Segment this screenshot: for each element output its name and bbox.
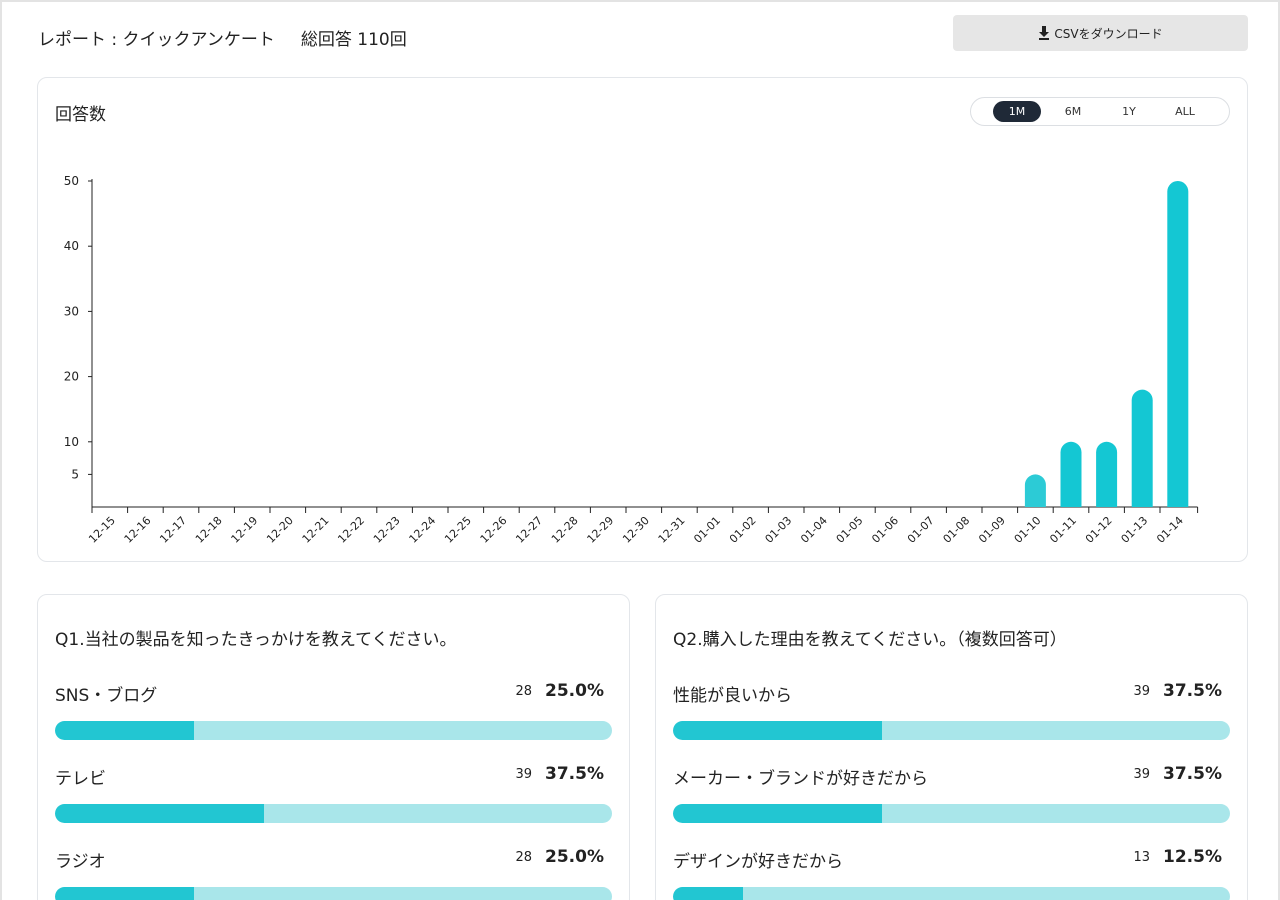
y-tick-label: 50 (64, 174, 79, 188)
option-progress-track (673, 721, 1230, 740)
option-progress-track (55, 721, 612, 740)
option-row: メーカー・ブランドが好きだから 39 37.5% (673, 764, 1230, 834)
x-tick-label: 12-22 (335, 514, 367, 546)
option-count: 13 (1133, 850, 1150, 865)
option-label: テレビ (55, 769, 106, 789)
x-tick-label: 12-26 (478, 514, 510, 546)
x-tick-label: 12-23 (371, 514, 403, 546)
option-count: 39 (515, 767, 532, 782)
bar-01-13 (1131, 389, 1153, 507)
option-progress-track (673, 887, 1230, 900)
x-tick-label: 12-21 (300, 514, 332, 546)
option-row: デザインが好きだから 13 12.5% (673, 847, 1230, 900)
option-progress-fill (55, 887, 195, 900)
x-tick-label: 12-31 (656, 514, 688, 546)
y-tick-label: 20 (64, 370, 79, 384)
chart-card-title: 回答数 (55, 105, 106, 125)
option-row: ラジオ 28 25.0% (55, 847, 612, 900)
responses-chart-card: 回答数 1M 6M 1Y ALL 5 10 20 30 40 50 12-15 12-16 12… (37, 77, 1248, 562)
option-progress-fill (55, 721, 195, 740)
page-header: レポート : クイックアンケート 総回答 110回 (38, 20, 1248, 54)
x-tick-label: 01-14 (1154, 514, 1186, 546)
option-percent: 37.5% (545, 764, 604, 784)
option-label: メーカー・ブランドが好きだから (673, 769, 928, 789)
csv-download-label: CSVをダウンロード (1054, 26, 1163, 41)
x-tick-label: 01-07 (905, 514, 937, 546)
option-label: SNS・ブログ (55, 686, 158, 706)
option-progress-fill (673, 887, 743, 900)
y-tick-label: 5 (71, 467, 79, 481)
option-count: 28 (515, 684, 532, 699)
x-tick-label: 01-01 (691, 514, 723, 546)
x-tick-label: 12-29 (585, 514, 617, 546)
y-tick-label: 30 (64, 304, 79, 318)
x-tick-label: 12-17 (157, 514, 189, 546)
range-all-button[interactable]: ALL (1161, 101, 1209, 122)
x-tick-label: 01-10 (1012, 514, 1044, 546)
x-tick-label: 12-19 (229, 514, 261, 546)
bar-01-12 (1096, 441, 1118, 507)
x-tick-label: 01-04 (798, 514, 830, 546)
option-percent: 12.5% (1163, 847, 1222, 867)
page-title: レポート : クイックアンケート (38, 29, 275, 50)
option-row: テレビ 39 37.5% (55, 764, 612, 834)
x-tick-label: 12-30 (620, 514, 652, 546)
option-count: 28 (515, 850, 532, 865)
csv-download-button[interactable]: CSVをダウンロード (953, 15, 1248, 51)
bar-01-11 (1060, 441, 1082, 507)
x-tick-label: 12-27 (513, 514, 545, 546)
bar-01-14 (1167, 181, 1189, 507)
x-tick-label: 12-28 (549, 514, 581, 546)
option-count: 39 (1133, 684, 1150, 699)
option-progress-fill (673, 721, 882, 740)
x-tick-label: 01-13 (1119, 514, 1151, 546)
range-toggle: 1M 6M 1Y ALL (970, 97, 1230, 126)
option-row: 性能が良いから 39 37.5% (673, 681, 1230, 751)
x-tick-label: 01-11 (1047, 514, 1079, 546)
download-icon (1038, 26, 1050, 40)
x-tick-label: 12-18 (193, 514, 225, 546)
option-percent: 37.5% (1163, 681, 1222, 701)
question-title: Q2.購入した理由を教えてください。（複数回答可） (673, 630, 1067, 650)
option-percent: 37.5% (1163, 764, 1222, 784)
bar-01-10 (1024, 474, 1046, 507)
option-progress-fill (55, 804, 264, 823)
question-card-q1: Q1.当社の製品を知ったきっかけを教えてください。 SNS・ブログ 28 25.… (37, 594, 630, 900)
x-tick-label: 12-25 (442, 514, 474, 546)
option-label: デザインが好きだから (673, 852, 843, 872)
total-responses: 総回答 110回 (300, 29, 407, 50)
x-tick-label: 01-05 (834, 514, 866, 546)
y-tick-label: 10 (64, 435, 79, 449)
option-label: 性能が良いから (673, 686, 792, 706)
option-progress-track (673, 804, 1230, 823)
x-tick-label: 01-02 (727, 514, 759, 546)
x-tick-label: 01-09 (976, 514, 1008, 546)
x-tick-label: 12-20 (264, 514, 296, 546)
y-tick-label: 40 (64, 239, 79, 253)
x-tick-label: 01-03 (763, 514, 795, 546)
x-tick-label: 01-12 (1083, 514, 1115, 546)
option-progress-track (55, 804, 612, 823)
option-progress-track (55, 887, 612, 900)
option-row: SNS・ブログ 28 25.0% (55, 681, 612, 751)
x-tick-label: 01-08 (941, 514, 973, 546)
x-tick-label: 12-16 (122, 514, 154, 546)
x-tick-label: 12-24 (407, 514, 439, 546)
range-1y-button[interactable]: 1Y (1105, 101, 1153, 122)
question-title: Q1.当社の製品を知ったきっかけを教えてください。 (55, 630, 457, 650)
x-tick-label: 12-15 (86, 514, 118, 546)
x-tick-label: 01-06 (869, 514, 901, 546)
range-1m-button[interactable]: 1M (993, 101, 1041, 122)
range-6m-button[interactable]: 6M (1049, 101, 1097, 122)
option-label: ラジオ (55, 852, 106, 872)
option-progress-fill (673, 804, 882, 823)
option-count: 39 (1133, 767, 1150, 782)
option-percent: 25.0% (545, 681, 604, 701)
option-percent: 25.0% (545, 847, 604, 867)
question-card-q2: Q2.購入した理由を教えてください。（複数回答可） 性能が良いから 39 37.… (655, 594, 1248, 900)
